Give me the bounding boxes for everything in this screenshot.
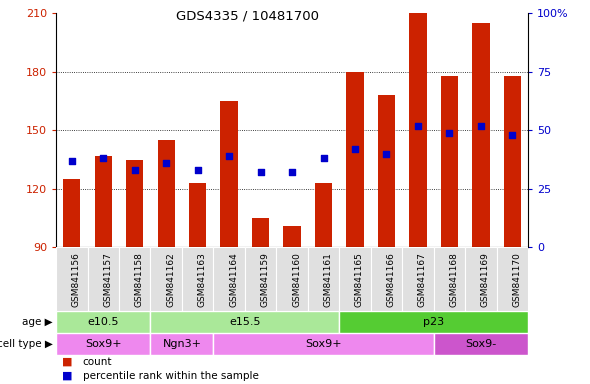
- Text: GSM841160: GSM841160: [292, 252, 301, 307]
- Bar: [56, 333, 150, 355]
- Text: GSM841158: GSM841158: [135, 252, 144, 307]
- Bar: [182, 247, 214, 311]
- Bar: [308, 247, 339, 311]
- Bar: [441, 76, 458, 247]
- Text: GSM841161: GSM841161: [323, 252, 333, 307]
- Bar: [402, 247, 434, 311]
- Text: ■: ■: [62, 371, 73, 381]
- Point: [130, 167, 139, 173]
- Text: GSM841159: GSM841159: [261, 252, 270, 307]
- Bar: [63, 179, 80, 247]
- Text: GSM841163: GSM841163: [198, 252, 206, 307]
- Bar: [378, 95, 395, 247]
- Text: GSM841157: GSM841157: [103, 252, 112, 307]
- Bar: [150, 247, 182, 311]
- Point: [193, 167, 202, 173]
- Text: GSM841169: GSM841169: [481, 252, 490, 307]
- Point: [319, 156, 328, 162]
- Bar: [339, 247, 371, 311]
- Point: [99, 156, 108, 162]
- Text: ■: ■: [62, 357, 73, 367]
- Bar: [315, 183, 332, 247]
- Point: [162, 160, 171, 166]
- Bar: [252, 218, 269, 247]
- Text: GSM841156: GSM841156: [72, 252, 81, 307]
- Text: cell type ▶: cell type ▶: [0, 339, 53, 349]
- Point: [382, 151, 391, 157]
- Text: count: count: [83, 357, 112, 367]
- Point: [67, 158, 77, 164]
- Text: Ngn3+: Ngn3+: [162, 339, 201, 349]
- Bar: [150, 311, 339, 333]
- Point: [507, 132, 517, 138]
- Bar: [472, 23, 490, 247]
- Point: [476, 122, 486, 129]
- Bar: [56, 311, 150, 333]
- Text: e15.5: e15.5: [229, 317, 261, 327]
- Bar: [339, 311, 528, 333]
- Bar: [221, 101, 238, 247]
- Bar: [189, 183, 206, 247]
- Bar: [126, 160, 143, 247]
- Bar: [94, 156, 112, 247]
- Bar: [87, 247, 119, 311]
- Bar: [371, 247, 402, 311]
- Text: Sox9+: Sox9+: [85, 339, 122, 349]
- Bar: [497, 247, 528, 311]
- Bar: [119, 247, 150, 311]
- Bar: [283, 226, 301, 247]
- Point: [224, 153, 234, 159]
- Bar: [150, 333, 214, 355]
- Bar: [214, 247, 245, 311]
- Text: p23: p23: [423, 317, 444, 327]
- Bar: [465, 247, 497, 311]
- Point: [256, 169, 266, 175]
- Point: [287, 169, 297, 175]
- Text: GDS4335 / 10481700: GDS4335 / 10481700: [176, 10, 319, 23]
- Bar: [158, 140, 175, 247]
- Text: GSM841162: GSM841162: [166, 252, 175, 307]
- Text: GSM841167: GSM841167: [418, 252, 427, 307]
- Point: [413, 122, 422, 129]
- Bar: [346, 72, 363, 247]
- Text: GSM841170: GSM841170: [512, 252, 522, 307]
- Text: Sox9+: Sox9+: [305, 339, 342, 349]
- Point: [350, 146, 360, 152]
- Bar: [276, 247, 308, 311]
- Bar: [56, 247, 87, 311]
- Text: GSM841165: GSM841165: [355, 252, 364, 307]
- Bar: [434, 333, 528, 355]
- Bar: [245, 247, 276, 311]
- Text: age ▶: age ▶: [22, 317, 53, 327]
- Bar: [214, 333, 434, 355]
- Text: GSM841166: GSM841166: [386, 252, 395, 307]
- Bar: [409, 13, 427, 247]
- Bar: [504, 76, 521, 247]
- Text: GSM841168: GSM841168: [450, 252, 458, 307]
- Text: Sox9-: Sox9-: [466, 339, 496, 349]
- Bar: [434, 247, 465, 311]
- Text: e10.5: e10.5: [87, 317, 119, 327]
- Text: percentile rank within the sample: percentile rank within the sample: [83, 371, 258, 381]
- Text: GSM841164: GSM841164: [229, 252, 238, 307]
- Point: [445, 130, 454, 136]
